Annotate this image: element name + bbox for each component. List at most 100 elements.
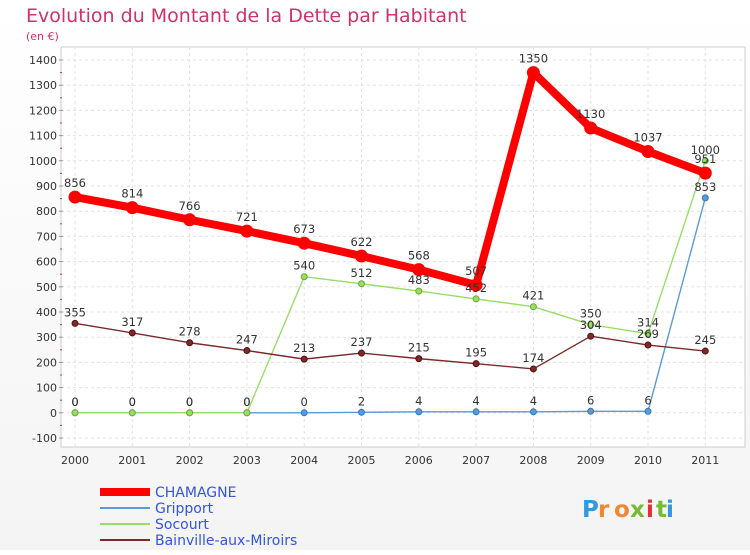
data-point: [469, 278, 483, 292]
y-tick-label: -100: [32, 432, 57, 445]
data-label: 951: [694, 152, 716, 166]
legend: CHAMAGNEGripportSocourtBainville-aux-Mir…: [100, 485, 297, 549]
y-tick-label: 600: [36, 256, 57, 269]
plot-area: [60, 46, 746, 448]
y-tick-label: 100: [36, 382, 57, 395]
data-point: [243, 347, 251, 355]
logo-letter: i: [666, 497, 674, 523]
data-point: [71, 409, 79, 417]
data-label: 6: [644, 393, 651, 407]
x-tick-label: 2003: [233, 454, 261, 467]
data-point: [128, 329, 136, 337]
y-tick-label: 1400: [29, 54, 57, 67]
logo-letter: x: [630, 497, 645, 523]
y-axis: -100 0 100 200 300 400 500 600 700 800 900 1000 1100…: [29, 54, 63, 445]
data-point: [472, 360, 480, 368]
y-tick-label: 200: [36, 356, 57, 369]
data-point: [300, 273, 308, 281]
data-point: [701, 194, 709, 202]
y-tick-label: 300: [36, 331, 57, 344]
x-tick-label: 2011: [691, 454, 719, 467]
data-label: 0: [129, 395, 136, 409]
data-label: 4: [415, 394, 422, 408]
data-point: [358, 280, 365, 288]
data-point: [644, 341, 652, 349]
data-label: 568: [408, 249, 430, 263]
data-label: 0: [301, 395, 308, 409]
data-point: [472, 408, 480, 416]
y-tick-label: 700: [36, 230, 57, 243]
data-point: [355, 249, 368, 263]
data-point: [186, 339, 194, 347]
data-point: [243, 409, 251, 417]
data-label: 766: [179, 199, 201, 213]
data-label: 673: [293, 222, 315, 236]
data-label: 4: [472, 394, 479, 408]
data-point: [641, 144, 655, 158]
data-point: [412, 263, 426, 277]
x-axis: 2000 2001 2002 2003 2004 2005 2006 2007 2008 2009…: [61, 454, 719, 467]
data-label: 237: [351, 335, 373, 349]
data-label: 0: [186, 395, 193, 409]
data-label: 0: [129, 395, 136, 409]
data-label: 1350: [519, 52, 548, 66]
chart-title: Evolution du Montant de la Dette par Hab…: [26, 5, 467, 27]
y-tick-label: 1100: [29, 130, 57, 143]
data-label: 1037: [633, 130, 662, 144]
logo-letter: t: [656, 497, 667, 523]
data-point: [587, 321, 595, 329]
data-label: 1000: [691, 143, 720, 157]
data-point: [240, 224, 254, 238]
data-label: 213: [293, 341, 315, 355]
data-point: [415, 355, 423, 363]
data-label: 452: [465, 281, 487, 295]
data-label: 314: [637, 316, 659, 330]
data-label: 304: [580, 318, 602, 332]
data-label: 0: [71, 395, 78, 409]
x-tick-label: 2000: [61, 454, 89, 467]
y-tick-label: 1000: [29, 155, 57, 168]
y-tick-label: 1300: [29, 79, 57, 92]
logo-letter: o: [614, 497, 630, 523]
data-point: [300, 355, 308, 363]
x-tick-label: 2002: [176, 454, 204, 467]
data-point: [529, 303, 537, 311]
x-tick-label: 2010: [634, 454, 662, 467]
data-label: 1130: [576, 107, 605, 121]
series-line-chamagne: [71, 68, 710, 290]
data-point: [71, 319, 79, 327]
data-point: [644, 407, 652, 415]
data-label: 6: [587, 393, 594, 407]
data-point: [587, 332, 595, 340]
data-label: 195: [465, 346, 487, 360]
data-point: [300, 409, 308, 417]
grid: [61, 47, 745, 447]
data-point: [358, 349, 365, 357]
data-point: [698, 166, 712, 180]
x-tick-label: 2009: [577, 454, 605, 467]
data-label: 0: [71, 395, 78, 409]
data-point: [415, 287, 423, 295]
data-label: 0: [186, 395, 193, 409]
data-label: 622: [351, 235, 373, 249]
data-point: [358, 408, 365, 416]
data-point: [186, 409, 194, 417]
data-point: [584, 121, 598, 135]
data-label: 174: [522, 351, 544, 365]
logo-letter: r: [598, 497, 610, 523]
logo-letter: i: [646, 497, 654, 523]
legend-label: Socourt: [155, 517, 209, 533]
data-point: [529, 408, 537, 416]
data-label: 0: [243, 395, 250, 409]
data-label: 247: [236, 333, 258, 347]
data-point: [644, 330, 652, 338]
logo-letter: P: [582, 497, 599, 523]
chart-subtitle: (en €): [26, 30, 59, 43]
data-label: 4: [530, 394, 537, 408]
data-point: [297, 236, 311, 250]
data-label: 856: [64, 176, 86, 190]
